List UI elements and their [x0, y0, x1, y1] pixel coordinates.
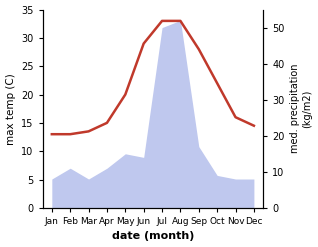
Y-axis label: med. precipitation
(kg/m2): med. precipitation (kg/m2): [290, 64, 313, 153]
Y-axis label: max temp (C): max temp (C): [5, 73, 16, 144]
X-axis label: date (month): date (month): [112, 231, 194, 242]
